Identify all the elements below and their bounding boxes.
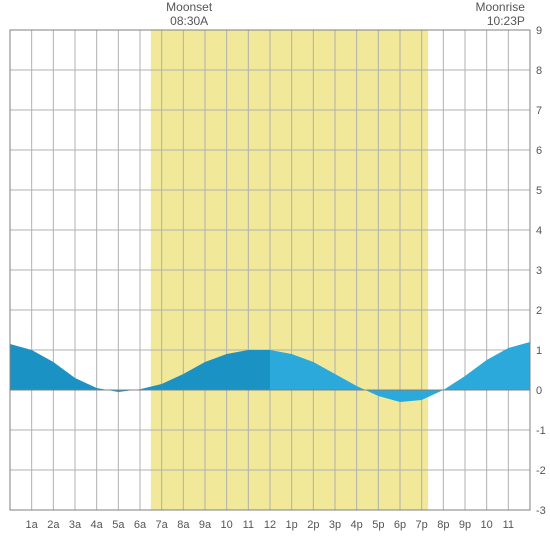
x-tick-label: 8a [177, 519, 190, 531]
x-tick-label: 4p [351, 519, 363, 531]
x-tick-label: 11 [503, 519, 514, 531]
y-tick-label: 6 [536, 145, 542, 157]
y-tick-label: -3 [536, 505, 546, 517]
x-tick-label: 6a [134, 519, 147, 531]
x-tick-label: 7p [416, 519, 428, 531]
y-tick-label: 2 [536, 305, 542, 317]
moonset-label: Moonset [166, 0, 212, 14]
y-tick-label: 1 [536, 345, 542, 357]
moonrise-time: 10:23P [476, 14, 525, 28]
x-tick-label: 2p [307, 519, 319, 531]
x-tick-label: 9p [459, 519, 471, 531]
moonset-time: 08:30A [166, 14, 212, 28]
tide-chart: Moonset 08:30A Moonrise 10:23P -3-2-1012… [0, 0, 550, 550]
x-tick-label: 10 [221, 519, 233, 531]
x-tick-label: 5p [372, 519, 384, 531]
x-tick-label: 3a [69, 519, 82, 531]
moonrise-annotation: Moonrise 10:23P [476, 0, 525, 29]
y-tick-label: 9 [536, 25, 542, 37]
moonset-annotation: Moonset 08:30A [166, 0, 212, 29]
x-tick-label: 5a [112, 519, 125, 531]
moonrise-label: Moonrise [476, 0, 525, 14]
y-tick-label: 8 [536, 65, 542, 77]
y-tick-label: 4 [536, 225, 542, 237]
x-tick-label: 10 [481, 519, 493, 531]
y-tick-label: 5 [536, 185, 542, 197]
x-tick-label: 2a [47, 519, 60, 531]
y-tick-label: -1 [536, 425, 546, 437]
y-tick-label: -2 [536, 465, 546, 477]
chart-svg: -3-2-101234567891a2a3a4a5a6a7a8a9a101112… [0, 0, 550, 550]
x-tick-label: 11 [243, 519, 254, 531]
x-tick-label: 1a [26, 519, 39, 531]
x-tick-label: 7a [156, 519, 169, 531]
x-tick-label: 9a [199, 519, 212, 531]
x-tick-label: 4a [91, 519, 104, 531]
x-tick-label: 12 [264, 519, 276, 531]
y-tick-label: 0 [536, 385, 542, 397]
x-tick-label: 6p [394, 519, 406, 531]
y-tick-label: 7 [536, 105, 542, 117]
x-tick-label: 3p [329, 519, 341, 531]
x-tick-label: 1p [286, 519, 298, 531]
y-tick-label: 3 [536, 265, 542, 277]
x-tick-label: 8p [437, 519, 449, 531]
